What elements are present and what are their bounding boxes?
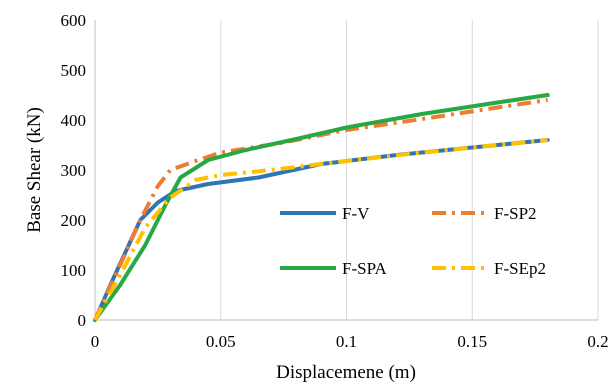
y-tick-label: 600	[61, 11, 87, 30]
x-tick-label: 0.1	[336, 332, 357, 351]
series-line-f-sp2	[93, 98, 548, 321]
legend: F-V F-SP2 F-SPA F-SEp2	[280, 204, 546, 278]
x-tick-label: 0.15	[457, 332, 487, 351]
y-tick-label: 0	[78, 311, 87, 330]
x-tick-label: 0	[91, 332, 100, 351]
y-axis-title: Base Shear (kN)	[24, 107, 45, 233]
y-tick-label: 200	[61, 211, 87, 230]
tick-labels: 0 100 200 300 400 500 600 0 0.05 0.1 0.15 0.2	[61, 11, 609, 351]
y-tick-label: 400	[61, 111, 87, 130]
legend-label-f-spa: F-SPA	[342, 259, 387, 278]
legend-label-f-v: F-V	[342, 204, 370, 223]
x-tick-label: 0.05	[206, 332, 236, 351]
series-line-f-v	[93, 138, 550, 322]
y-tick-label: 300	[61, 161, 87, 180]
legend-label-f-sp2: F-SP2	[494, 204, 537, 223]
axes	[94, 20, 598, 321]
x-axis-title: Displacemene (m)	[276, 362, 416, 382]
y-tick-label: 100	[61, 261, 87, 280]
legend-label-f-sep2: F-SEp2	[494, 259, 546, 278]
data-series	[93, 93, 550, 322]
series-line-f-sep2	[93, 138, 548, 321]
grid-lines	[220, 20, 599, 320]
series-line-f-spa	[93, 93, 550, 322]
x-tick-label: 0.2	[587, 332, 608, 351]
y-tick-label: 500	[61, 61, 87, 80]
